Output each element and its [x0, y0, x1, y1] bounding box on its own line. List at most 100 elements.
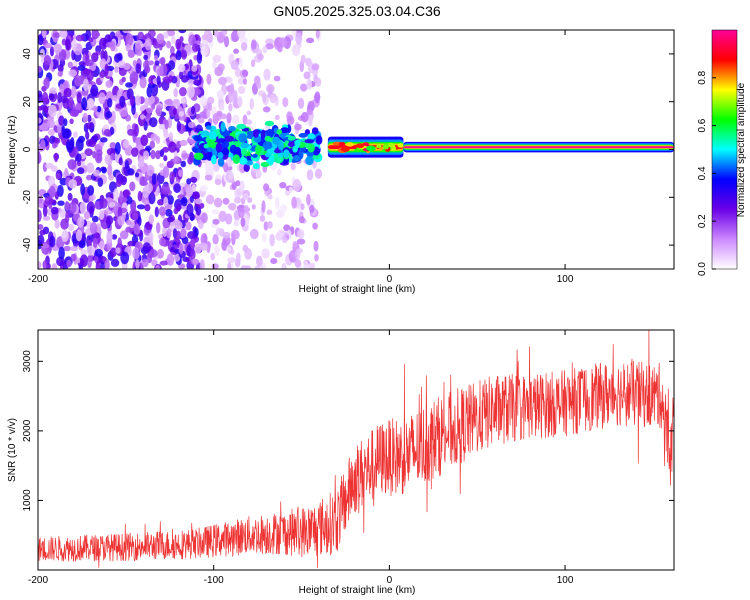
spectrogram-cell [225, 76, 233, 84]
spectrogram-cell [206, 109, 211, 118]
spectrogram-cell [212, 60, 217, 70]
spectrogram-cell [192, 43, 199, 52]
spectrogram-cell [226, 246, 232, 253]
spectrogram-cell [251, 39, 257, 50]
spectrogram-cell [303, 71, 311, 80]
spectrogram-cell [240, 265, 247, 269]
spectrogram-cell [74, 76, 83, 87]
spectrogram-cell [315, 77, 322, 87]
spectrogram-cell [90, 88, 98, 95]
spectrogram-cell [81, 97, 88, 111]
spectrogram-cell [140, 134, 149, 146]
spectrogram-cell [109, 247, 117, 258]
spectrogram-cell [91, 31, 101, 38]
spectrogram-cell [38, 261, 42, 269]
spectrogram-cell [160, 56, 166, 66]
carrier-blob [338, 142, 346, 146]
spectrogram-cell [104, 259, 110, 269]
spectrogram-cell [49, 235, 56, 248]
spectrogram-cell [241, 42, 248, 51]
spectrogram-cell [110, 258, 120, 267]
spectrogram-cell [140, 114, 145, 120]
spectrogram-cell [237, 96, 243, 107]
colorbar-label: Normalized spectral amplitude [736, 82, 747, 217]
carrier-blob [355, 143, 365, 149]
spectrogram-cell [225, 213, 233, 225]
spectrogram-cell [164, 99, 173, 105]
spectrogram-x-ticks: -200 -100 0 100 [28, 30, 574, 285]
snr-y-ticks: 1000 2000 3000 [22, 350, 674, 512]
spectrogram-cell [86, 162, 95, 174]
spectrogram-cell [51, 142, 57, 149]
spectrogram-cell [42, 91, 49, 103]
spectrogram-cell [204, 174, 213, 181]
spectrogram-cell [82, 112, 89, 123]
spectrogram-cell [175, 38, 182, 50]
spectrogram-cell [78, 61, 86, 67]
spectrogram-cell [233, 220, 239, 227]
spectrogram-cell [105, 111, 113, 119]
spectrogram-cell [217, 156, 225, 167]
spectrogram-cell [279, 182, 287, 189]
spectrogram-cell [146, 107, 154, 114]
spectrogram-cell [192, 191, 201, 200]
spectrogram-cell [99, 70, 105, 79]
spectrogram-cell [154, 55, 159, 61]
spectrogram-cell [57, 92, 62, 104]
spectrogram-cell [38, 105, 43, 112]
y-tick-label: 20 [22, 96, 33, 108]
spectrogram-cell [38, 151, 41, 164]
y-tick-label: 40 [22, 48, 33, 60]
spectrogram-cell [261, 248, 270, 259]
spectrogram-cell [86, 174, 93, 181]
spectrogram-cell [221, 130, 230, 138]
spectrogram-cell [146, 86, 153, 98]
spectrogram-cell [58, 30, 68, 38]
spectrogram-cell [99, 240, 105, 251]
spectrogram-cell [120, 251, 130, 265]
spectrogram-cell [127, 128, 136, 136]
spectrogram-cell [300, 54, 306, 64]
spectrogram-cell [187, 156, 194, 165]
spectrogram-cell [111, 110, 116, 123]
spectrogram-cell [251, 153, 258, 158]
spectrogram-cell [70, 253, 77, 262]
spectrogram-cell [256, 255, 263, 267]
spectrogram-cell [232, 114, 240, 125]
spectrogram-cell [146, 164, 155, 177]
colorbar-tick-label: 0.8 [697, 70, 708, 84]
y-tick-label: -40 [22, 237, 33, 252]
spectrogram-cell [282, 97, 289, 108]
spectrogram-cell [80, 249, 87, 257]
spectrogram-cell [119, 95, 126, 108]
spectrogram-cell [99, 58, 107, 70]
spectrogram-cell [294, 259, 302, 268]
spectrogram-cell [144, 204, 151, 212]
spectrogram-cell [201, 212, 208, 224]
spectrogram-cell [63, 245, 72, 252]
spectrogram-cell [149, 249, 158, 258]
spectrogram-cell [69, 118, 74, 125]
spectrogram-cell [43, 55, 52, 66]
spectrogram-cell [236, 123, 247, 130]
spectrogram-cell [221, 30, 228, 37]
spectrogram-cell [163, 155, 168, 162]
spectrogram-cell [100, 49, 105, 62]
spectrogram-cell [228, 202, 237, 211]
spectrogram-cell [70, 245, 78, 252]
spectrogram-cell [151, 173, 157, 186]
spectrogram-cell [235, 180, 241, 187]
spectrogram-cell [136, 204, 146, 210]
spectrogram-cell [156, 33, 165, 45]
spectrogram-cell [155, 136, 161, 144]
spectrogram-cell [125, 114, 131, 122]
spectrogram-cell [176, 120, 182, 132]
spectrogram-cell [237, 77, 245, 85]
spectrogram-cell [219, 102, 225, 111]
spectrogram-cell [211, 209, 220, 215]
spectrogram-cell [44, 43, 53, 49]
spectrogram-cell [226, 112, 232, 124]
spectrogram-cell [276, 168, 282, 176]
spectrogram-cell [249, 228, 259, 240]
y-tick-label: -20 [22, 190, 33, 205]
